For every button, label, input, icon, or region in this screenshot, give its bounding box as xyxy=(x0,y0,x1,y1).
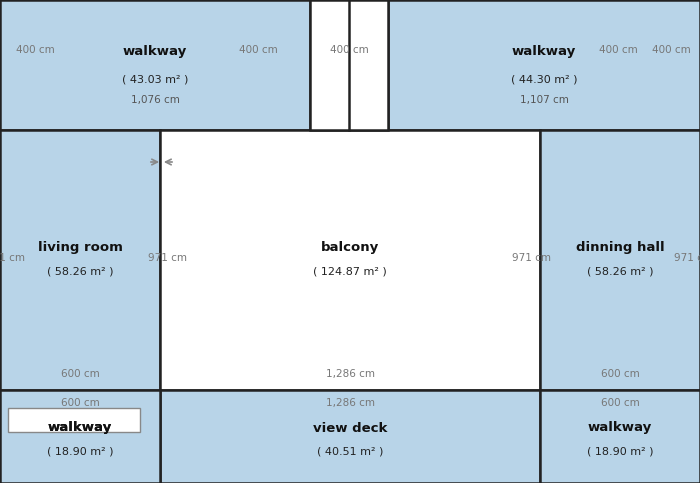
Text: walkway: walkway xyxy=(512,45,576,58)
Text: ( 40.51 m² ): ( 40.51 m² ) xyxy=(317,447,383,457)
Text: view deck: view deck xyxy=(313,422,387,435)
Bar xyxy=(0,130,160,390)
Text: 971 cm: 971 cm xyxy=(148,253,188,263)
Text: 400 cm: 400 cm xyxy=(330,45,368,55)
Bar xyxy=(540,130,700,390)
Text: 600 cm: 600 cm xyxy=(61,369,99,379)
Text: living room: living room xyxy=(38,242,122,255)
Bar xyxy=(540,390,700,483)
Bar xyxy=(388,0,700,130)
Text: 1,107 cm: 1,107 cm xyxy=(519,95,568,105)
Bar xyxy=(0,0,310,130)
Text: 1,076 cm: 1,076 cm xyxy=(131,95,179,105)
Text: ( 18.90 m² ): ( 18.90 m² ) xyxy=(47,447,113,457)
Text: 600 cm: 600 cm xyxy=(601,398,639,408)
Text: 600 cm: 600 cm xyxy=(61,398,99,408)
Text: 600 cm: 600 cm xyxy=(601,369,639,379)
Text: ( 44.30 m² ): ( 44.30 m² ) xyxy=(511,75,578,85)
Bar xyxy=(8,408,140,432)
Bar xyxy=(160,130,540,390)
Text: 400 cm: 400 cm xyxy=(239,45,277,55)
Bar xyxy=(160,390,540,483)
Text: 400 cm: 400 cm xyxy=(652,45,690,55)
Text: ( 58.26 m² ): ( 58.26 m² ) xyxy=(587,267,653,277)
Text: walkway: walkway xyxy=(48,422,112,435)
Text: walkway: walkway xyxy=(48,422,112,435)
Text: ( 58.26 m² ): ( 58.26 m² ) xyxy=(47,267,113,277)
Text: balcony: balcony xyxy=(321,242,379,255)
Text: 400 cm: 400 cm xyxy=(598,45,638,55)
Text: walkway: walkway xyxy=(588,422,652,435)
Text: 971 cm: 971 cm xyxy=(512,253,552,263)
Text: 971 cm: 971 cm xyxy=(0,253,25,263)
Text: ( 18.90 m² ): ( 18.90 m² ) xyxy=(587,447,653,457)
Text: walkway: walkway xyxy=(123,45,187,58)
Text: ( 43.03 m² ): ( 43.03 m² ) xyxy=(122,75,188,85)
Text: ( 124.87 m² ): ( 124.87 m² ) xyxy=(313,267,387,277)
Bar xyxy=(0,390,160,483)
Text: 971 cm: 971 cm xyxy=(675,253,700,263)
Text: dinning hall: dinning hall xyxy=(575,242,664,255)
Text: 1,286 cm: 1,286 cm xyxy=(326,369,374,379)
Bar xyxy=(310,0,388,130)
Text: 1,286 cm: 1,286 cm xyxy=(326,398,374,408)
Text: 400 cm: 400 cm xyxy=(15,45,55,55)
